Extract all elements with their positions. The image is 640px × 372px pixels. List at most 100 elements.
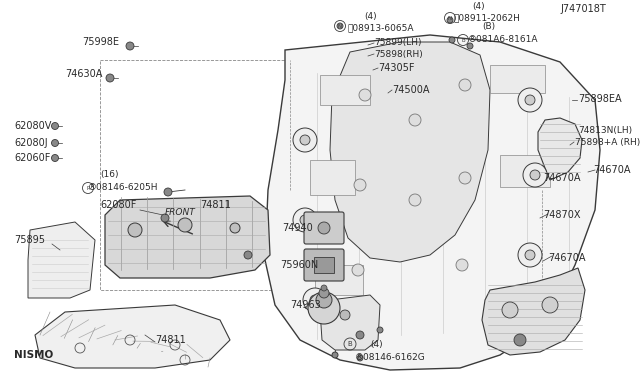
Polygon shape <box>482 268 585 355</box>
Circle shape <box>244 251 252 259</box>
Text: 75895: 75895 <box>14 235 45 245</box>
Circle shape <box>409 114 421 126</box>
Text: 75898+A (RH): 75898+A (RH) <box>575 138 640 148</box>
Circle shape <box>300 215 310 225</box>
Circle shape <box>352 264 364 276</box>
Text: J747018T: J747018T <box>560 4 605 14</box>
Circle shape <box>525 250 535 260</box>
Circle shape <box>161 214 169 222</box>
Text: ⓝ08911-2062H: ⓝ08911-2062H <box>454 13 521 22</box>
Text: N: N <box>338 23 342 29</box>
Text: (4): (4) <box>364 13 376 22</box>
Circle shape <box>357 355 363 361</box>
Text: B: B <box>461 38 465 42</box>
Bar <box>315 265 363 295</box>
Circle shape <box>51 122 58 129</box>
Text: 74940: 74940 <box>282 223 313 233</box>
Circle shape <box>106 74 114 82</box>
Circle shape <box>525 95 535 105</box>
Circle shape <box>321 285 327 291</box>
Circle shape <box>523 163 547 187</box>
Text: 74500A: 74500A <box>392 85 429 95</box>
Circle shape <box>293 208 317 232</box>
Text: (4): (4) <box>472 3 484 12</box>
Bar <box>310 160 355 195</box>
Text: 62060F: 62060F <box>14 153 51 163</box>
Text: 62080J: 62080J <box>14 138 47 148</box>
Circle shape <box>318 222 330 234</box>
Text: 74630A: 74630A <box>65 69 102 79</box>
Circle shape <box>542 297 558 313</box>
Text: (16): (16) <box>100 170 118 180</box>
Text: 75898(RH): 75898(RH) <box>374 49 423 58</box>
Bar <box>314 257 334 273</box>
Circle shape <box>332 352 338 358</box>
Circle shape <box>164 188 172 196</box>
Circle shape <box>293 128 317 152</box>
Polygon shape <box>35 305 230 368</box>
Polygon shape <box>538 118 582 180</box>
Text: 74811: 74811 <box>155 335 186 345</box>
Circle shape <box>359 89 371 101</box>
Circle shape <box>337 23 343 29</box>
Circle shape <box>51 154 58 161</box>
Circle shape <box>126 42 134 50</box>
Polygon shape <box>330 42 490 262</box>
Polygon shape <box>265 35 600 370</box>
Circle shape <box>300 135 310 145</box>
Circle shape <box>459 172 471 184</box>
Text: 75960N: 75960N <box>280 260 318 270</box>
Circle shape <box>230 223 240 233</box>
Text: 74813N(LH): 74813N(LH) <box>578 126 632 135</box>
Circle shape <box>303 288 327 312</box>
Text: 74670A: 74670A <box>593 165 630 175</box>
Text: (4): (4) <box>370 340 383 350</box>
Circle shape <box>456 259 468 271</box>
Circle shape <box>128 223 142 237</box>
Text: 74305F: 74305F <box>378 63 415 73</box>
Circle shape <box>459 79 471 91</box>
Text: 74670A: 74670A <box>548 253 586 263</box>
Bar <box>500 155 550 187</box>
Text: 74870X: 74870X <box>543 210 580 220</box>
Text: (B): (B) <box>482 22 495 32</box>
Circle shape <box>51 140 58 147</box>
Circle shape <box>467 43 473 49</box>
Text: FRONT: FRONT <box>165 208 196 217</box>
Text: 75998E: 75998E <box>82 37 119 47</box>
Text: ®08146-6205H: ®08146-6205H <box>88 183 159 192</box>
Text: 62080V: 62080V <box>14 121 51 131</box>
FancyBboxPatch shape <box>304 212 344 244</box>
Text: 74811: 74811 <box>200 200 231 210</box>
Bar <box>320 75 370 105</box>
Bar <box>490 65 545 93</box>
Text: R: R <box>86 186 90 190</box>
Polygon shape <box>320 295 380 350</box>
FancyBboxPatch shape <box>304 249 344 281</box>
Circle shape <box>316 292 332 308</box>
Circle shape <box>530 170 540 180</box>
Circle shape <box>502 302 518 318</box>
Circle shape <box>356 331 364 339</box>
Polygon shape <box>28 222 95 298</box>
Text: ®08146-6162G: ®08146-6162G <box>355 353 426 362</box>
Circle shape <box>340 310 350 320</box>
Text: N: N <box>448 16 452 20</box>
Bar <box>100 60 285 290</box>
Circle shape <box>447 17 453 23</box>
Text: ⓝ08913-6065A: ⓝ08913-6065A <box>348 23 415 32</box>
Text: ®081A6-8161A: ®081A6-8161A <box>468 35 538 44</box>
Circle shape <box>319 288 329 298</box>
Polygon shape <box>105 196 270 278</box>
Circle shape <box>354 179 366 191</box>
Circle shape <box>449 37 455 43</box>
Text: 75898EA: 75898EA <box>578 94 621 104</box>
Circle shape <box>409 194 421 206</box>
Circle shape <box>518 243 542 267</box>
Circle shape <box>178 218 192 232</box>
Text: 74670A: 74670A <box>543 173 580 183</box>
Text: 74963: 74963 <box>290 300 321 310</box>
Circle shape <box>377 327 383 333</box>
Text: NISMO: NISMO <box>14 350 53 360</box>
Circle shape <box>310 295 320 305</box>
